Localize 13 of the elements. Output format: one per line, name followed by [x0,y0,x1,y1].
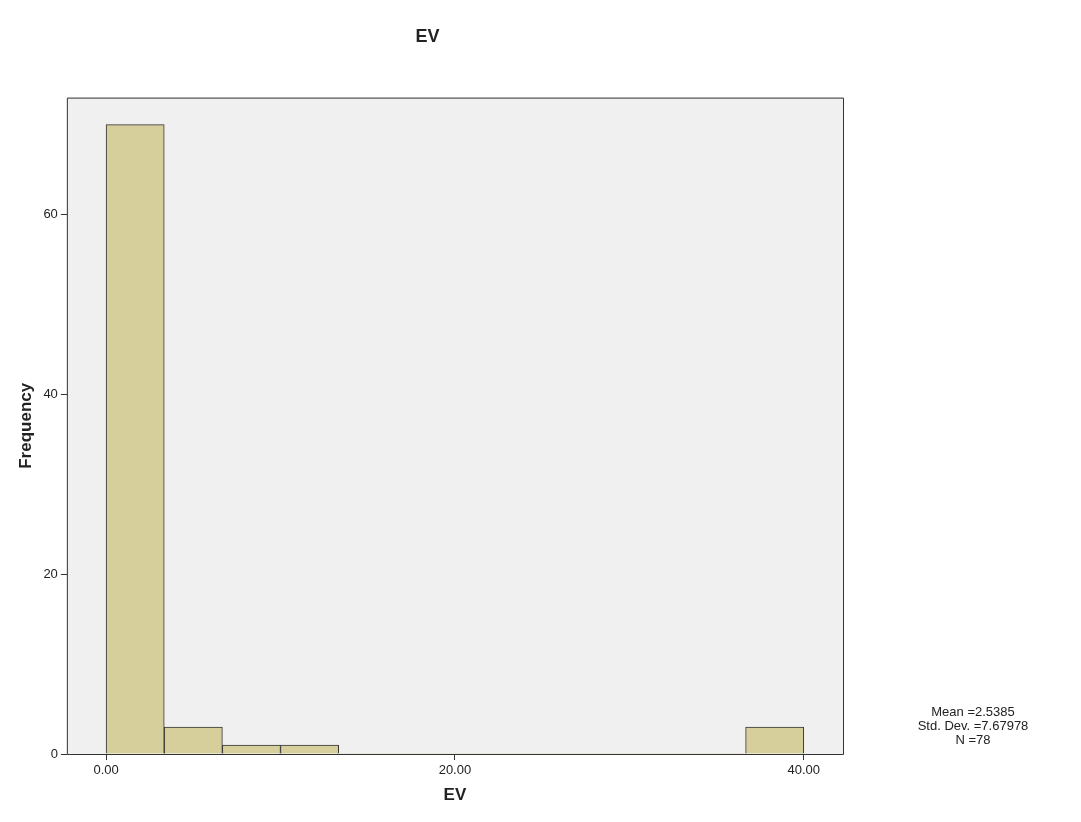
text: Mean =2.5385 [931,703,1015,719]
x-tick-label: 0.00 [93,762,119,778]
y-tick-label: 60 [43,206,58,222]
x-tick-label: 40.00 [787,762,821,778]
text: N =78 [955,731,991,747]
chart-title: EV [415,25,440,46]
x-axis-title: EV [443,785,467,805]
y-tick-label: 40 [43,385,58,401]
text: Std. Dev. =7.67978 [917,717,1029,733]
y-axis-title: Frequency [15,382,35,469]
x-tick-label: 20.00 [438,762,472,778]
y-tick-label: 0 [50,745,58,761]
y-tick-label: 20 [43,565,58,581]
